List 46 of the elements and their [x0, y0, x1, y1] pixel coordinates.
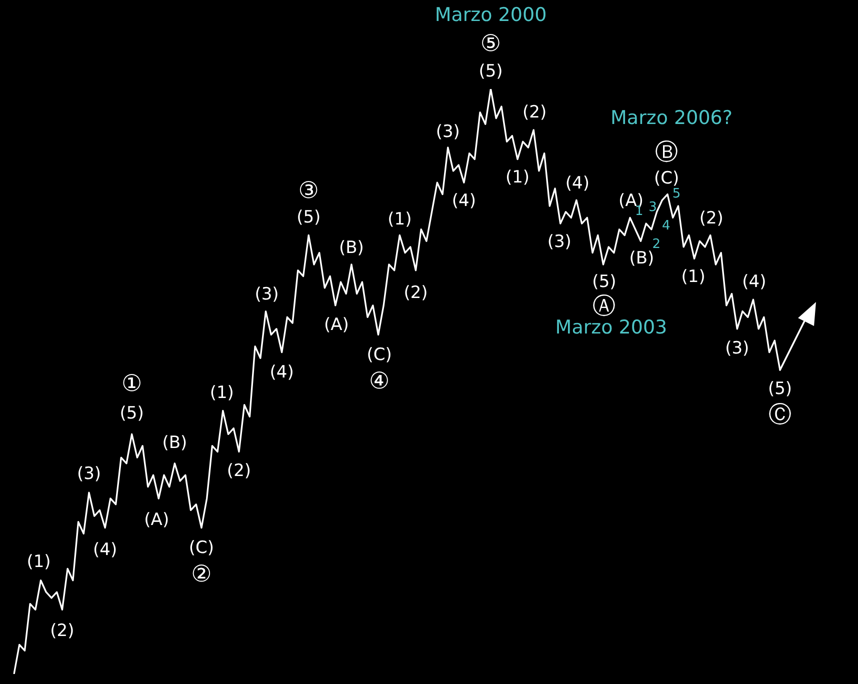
annotation: (5)	[120, 404, 144, 424]
annotation: (3)	[547, 232, 572, 252]
annotation: (3)	[76, 464, 102, 484]
annotation: (1)	[26, 552, 51, 572]
annotation: 2	[652, 236, 661, 252]
annotation: (A)	[144, 510, 170, 530]
annotation: (4)	[452, 191, 476, 212]
annotation: (1)	[681, 267, 706, 288]
annotation: (C)	[654, 168, 680, 189]
annotation: (3)	[725, 338, 750, 358]
annotation: (C)	[366, 345, 392, 366]
annotation: 3	[648, 200, 657, 216]
annotation: (3)	[436, 122, 460, 142]
annotation: (1)	[505, 168, 530, 188]
annotation: (2)	[404, 282, 428, 303]
annotation: (4)	[565, 174, 590, 194]
annotation: (B)	[629, 248, 654, 269]
annotation: (B)	[339, 238, 364, 258]
annotation: (4)	[742, 272, 766, 292]
annotation: (2)	[699, 208, 724, 229]
annotation: (A)	[324, 314, 349, 335]
annotation: Ⓑ	[655, 139, 678, 166]
annotation: (2)	[50, 621, 74, 642]
annotation: ④	[368, 368, 390, 395]
annotation: (1)	[388, 210, 412, 230]
annotation: 4	[662, 218, 670, 234]
annotation: ①	[122, 371, 142, 398]
annotation: (C)	[188, 538, 214, 558]
annotation: (4)	[93, 540, 118, 560]
annotation: (1)	[210, 383, 234, 404]
annotation: (5)	[296, 208, 321, 228]
annotation: (3)	[254, 284, 279, 305]
annotation: (4)	[270, 362, 294, 383]
text: ⑤	[480, 30, 502, 57]
annotation: ②	[191, 562, 212, 588]
annotation: (5)	[768, 379, 792, 400]
text: Marzo 2000	[434, 4, 547, 26]
annotation: ③	[298, 178, 319, 204]
annotation: (B)	[162, 432, 188, 453]
text: (5)	[478, 61, 503, 82]
annotation: (5)	[592, 272, 616, 292]
annotation: (2)	[522, 102, 547, 122]
annotation: Ⓒ	[768, 402, 792, 428]
annotation: 5	[672, 186, 681, 202]
annotation: Marzo 2006?	[610, 107, 732, 130]
annotation: (2)	[226, 461, 252, 482]
